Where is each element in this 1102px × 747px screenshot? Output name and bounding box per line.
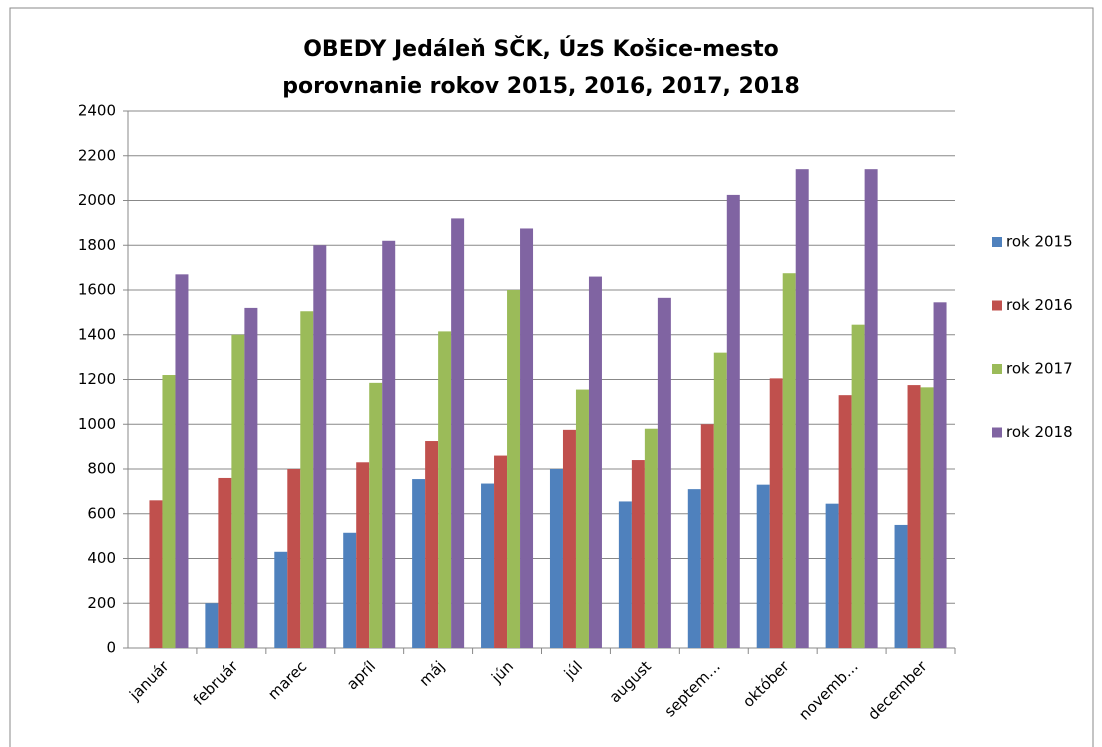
bar [644,428,658,648]
bar [343,532,357,648]
bar [549,469,563,648]
bar [438,331,452,648]
bar [149,500,163,648]
bar [520,228,534,648]
legend-swatch [992,427,1002,438]
bar [412,479,426,648]
bar [231,334,245,648]
legend-swatch [992,237,1002,247]
legend-label: rok 2016 [1006,296,1073,314]
bar [562,429,576,648]
y-tick-label: 200 [87,594,116,612]
bar [687,489,701,648]
bar [726,194,740,648]
y-tick-label: 1800 [78,236,116,254]
bar [838,395,852,648]
legend-label: rok 2017 [1006,360,1073,378]
bar [631,460,645,648]
legend-label: rok 2018 [1006,423,1073,441]
bar [825,503,839,648]
bar [356,462,370,648]
legend-swatch [992,364,1002,374]
bar [575,389,589,648]
y-tick-label: 800 [87,460,116,478]
y-tick-label: 400 [87,549,116,567]
bar [369,382,383,648]
bar [494,455,508,648]
bar [287,469,301,648]
y-tick-label: 2200 [78,146,116,164]
bar [218,477,232,648]
bar [507,290,521,648]
y-tick-label: 1000 [78,415,116,433]
bar [313,245,327,648]
bar [933,302,947,648]
bar [769,378,783,648]
bar [451,218,465,648]
bar [300,311,314,648]
bar [907,385,921,648]
bar [756,484,770,648]
y-tick-label: 2000 [78,191,116,209]
bar [274,551,288,648]
bar [920,387,934,648]
bar [657,297,671,648]
chart-title: OBEDY Jedáleň SČK, ÚzS Košice-mesto [303,36,779,62]
chart-title: porovnanie rokov 2015, 2016, 2017, 2018 [282,74,800,99]
y-tick-label: 600 [87,504,116,522]
bar [894,524,908,648]
y-tick-label: 1200 [78,370,116,388]
bar [618,501,632,648]
legend-swatch [992,300,1002,311]
bar [244,307,258,648]
bar [588,276,602,648]
bar [782,273,796,648]
bar [175,274,189,648]
bar [795,169,809,649]
bar [382,240,396,648]
bar [713,352,727,648]
bar [481,483,495,648]
bar [162,375,176,648]
y-tick-label: 1400 [78,325,116,343]
bar [205,603,219,648]
bar [851,324,865,648]
legend-label: rok 2015 [1006,233,1073,251]
bar [700,424,714,648]
y-tick-label: 2400 [78,102,116,120]
bar [864,169,878,649]
y-tick-label: 1600 [78,281,116,299]
y-tick-label: 0 [106,639,116,657]
bar [425,441,439,648]
